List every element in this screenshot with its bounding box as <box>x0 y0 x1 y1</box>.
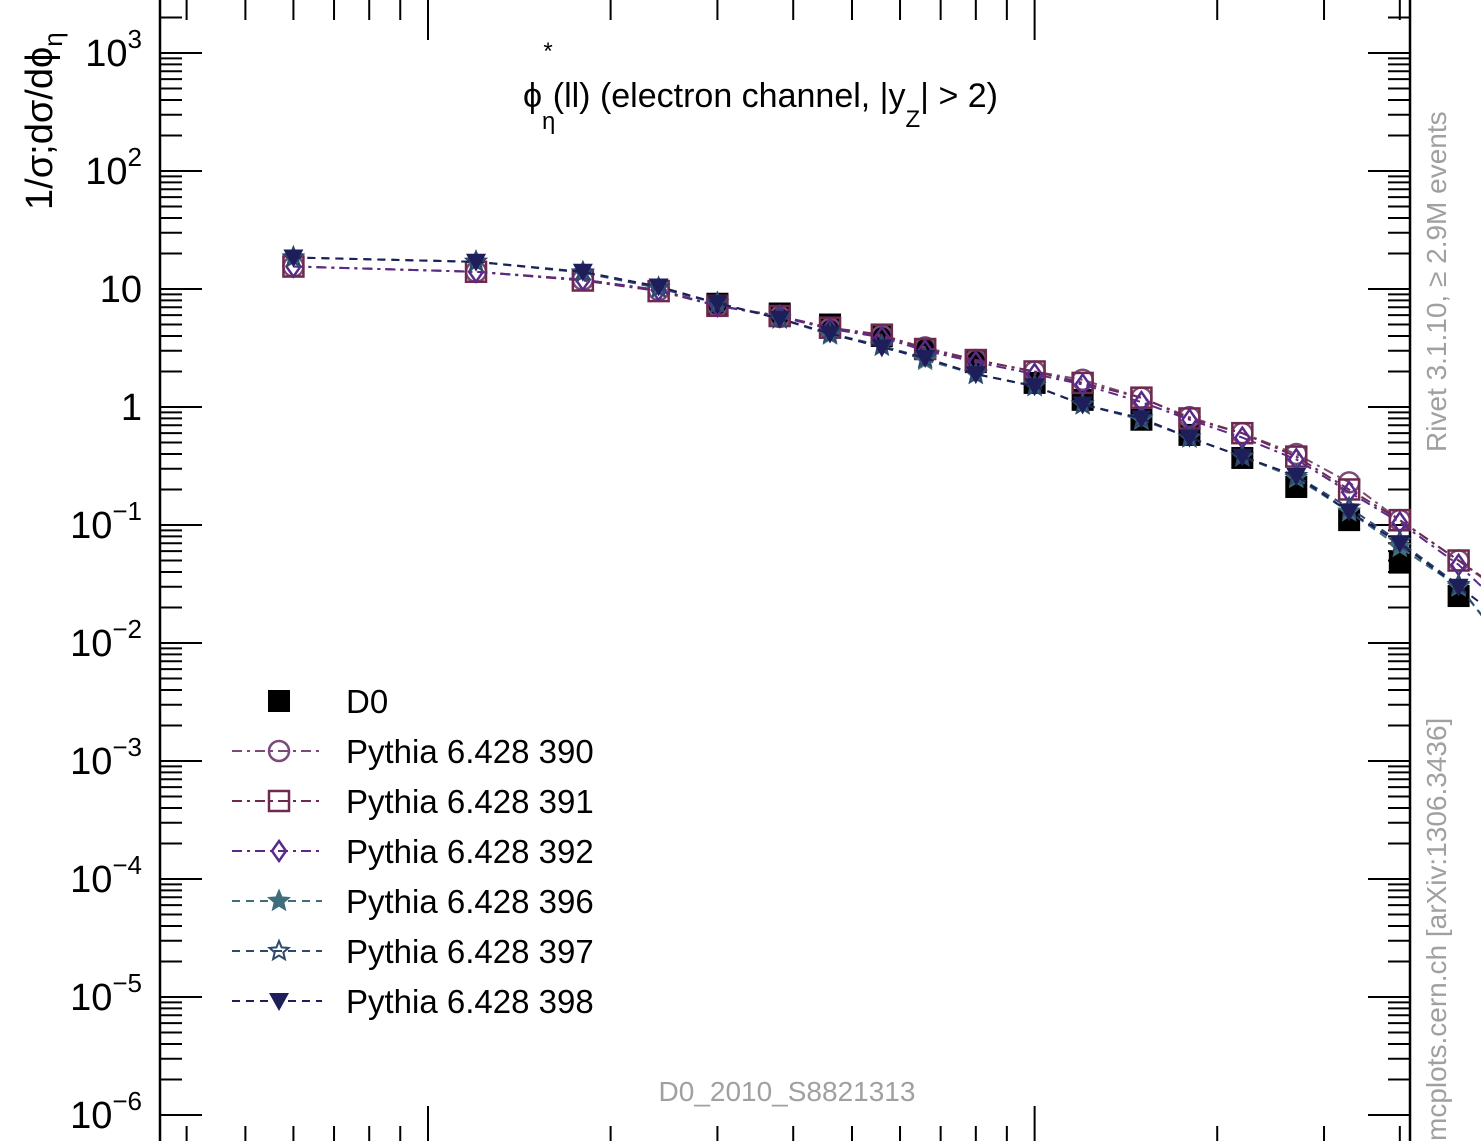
data-point <box>1072 396 1093 415</box>
mcplots-reference-label: mcplots.cern.ch [arXiv:1306.3436] <box>1421 718 1452 1141</box>
legend-entry: D0 <box>268 683 388 720</box>
series-pythia-6-428-398 <box>283 249 1481 605</box>
legend-label: Pythia 6.428 396 <box>346 883 594 920</box>
y-tick-label: 10−4 <box>70 850 142 901</box>
legend-label: Pythia 6.428 392 <box>346 833 594 870</box>
legend-marker <box>269 993 289 1011</box>
title-end: | > 2) <box>920 77 998 115</box>
legend-marker <box>267 739 291 763</box>
data-point <box>1447 549 1470 572</box>
legend-marker <box>267 789 291 813</box>
legend-entry: Pythia 6.428 396 <box>232 883 594 920</box>
y-axis-label: 1/σ;dσ/dϕη <box>19 32 68 210</box>
y-tick-label: 10−5 <box>70 968 142 1019</box>
legend-entry: Pythia 6.428 397 <box>232 933 594 970</box>
legend-label: Pythia 6.428 398 <box>346 983 594 1020</box>
data-point <box>466 253 487 272</box>
data-point <box>1339 503 1360 522</box>
data-series <box>281 244 1481 617</box>
data-point <box>915 350 936 369</box>
legend-entry: Pythia 6.428 398 <box>232 983 594 1020</box>
data-point <box>572 263 593 282</box>
y-tick-label: 10−2 <box>70 614 142 665</box>
legend-marker <box>267 938 291 962</box>
y-tick-label: 103 <box>85 24 142 75</box>
y-tick-label: 10−1 <box>70 496 142 547</box>
legend-marker <box>270 838 288 864</box>
y-tick-label: 10−6 <box>70 1086 142 1137</box>
legend-entry: Pythia 6.428 391 <box>232 783 594 820</box>
data-point <box>1448 578 1469 597</box>
legend-marker <box>268 690 290 712</box>
data-point <box>1389 535 1410 554</box>
data-point <box>1286 468 1307 487</box>
data-point <box>648 278 669 297</box>
title-star: * <box>543 38 552 65</box>
data-point <box>820 325 841 344</box>
data-point <box>769 310 790 329</box>
data-point <box>1179 429 1200 448</box>
axis-ticks <box>160 0 1410 1141</box>
y-axis-label-sub: η <box>38 32 68 46</box>
data-point <box>1388 551 1411 574</box>
data-point <box>1131 410 1152 429</box>
data-point <box>1232 448 1253 467</box>
y-tick-label: 102 <box>85 142 142 193</box>
rivet-version-label: Rivet 3.1.10, ≥ 2.9M events <box>1421 111 1452 452</box>
title-sub-eta: η <box>542 108 555 135</box>
title-phi: ϕ <box>523 77 542 115</box>
data-point <box>871 339 892 358</box>
analysis-annotation: D0_2010_S8821313 <box>659 1076 916 1107</box>
data-point <box>965 366 986 385</box>
legend: D0 Pythia 6.428 390 Pythia 6.428 391 Pythia… <box>232 683 594 1020</box>
y-tick-label: 1 <box>121 387 142 429</box>
data-point <box>1024 378 1045 397</box>
legend-entry: Pythia 6.428 392 <box>232 833 594 870</box>
legend-label: Pythia 6.428 397 <box>346 933 594 970</box>
title-rest: (ll) (electron channel, |y <box>553 77 906 115</box>
legend-label: Pythia 6.428 391 <box>346 783 594 820</box>
data-point <box>283 249 304 268</box>
legend-entry: Pythia 6.428 390 <box>232 733 594 770</box>
y-axis-label-main: 1/σ;dσ/dϕ <box>19 47 61 210</box>
data-point <box>707 295 728 314</box>
legend-label: Pythia 6.428 390 <box>346 733 594 770</box>
legend-marker <box>267 888 291 912</box>
y-tick-label: 10 <box>100 269 142 311</box>
chart-title: ϕη *(ll) (electron channel, |yZ| > 2) <box>523 38 998 135</box>
legend-label: D0 <box>346 683 388 720</box>
title-sub-z: Z <box>906 106 921 133</box>
y-tick-label: 10−3 <box>70 732 142 783</box>
